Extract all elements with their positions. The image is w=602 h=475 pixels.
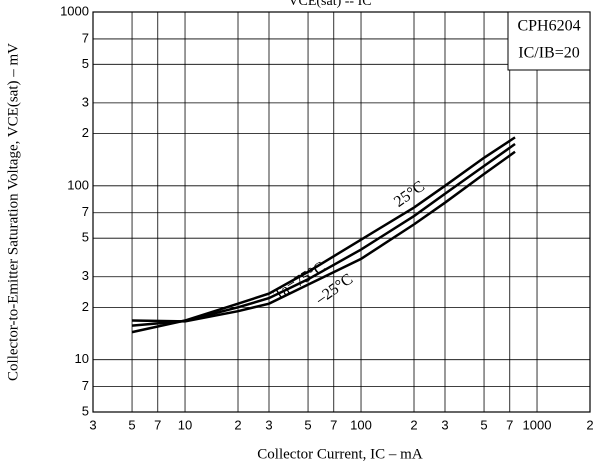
y-tick-label: 7 [82,30,89,45]
x-tick-label: 5 [304,417,311,432]
y-tick-label: 2 [82,299,89,314]
y-axis-label: Collector-to-Emitter Saturation Voltage,… [5,43,21,381]
x-axis-label: Collector Current, IC – mA [257,446,423,462]
x-tick-label: 2 [586,417,593,432]
plot-frame [92,11,591,413]
y-tick-label: 2 [82,125,89,140]
x-tick-label: 2 [410,417,417,432]
y-tick-label: 7 [82,378,89,393]
y-tick-label: 3 [82,94,89,109]
y-tick-label: 7 [82,204,89,219]
y-tick-label: 5 [82,403,89,418]
x-tick-label: 5 [480,417,487,432]
x-tick-label: 3 [441,417,448,432]
chart-title: VCE(sat) -- IC [288,0,371,9]
x-tick-label: 7 [154,417,161,432]
series-label: 25°C [391,178,428,211]
y-tick-label: 1000 [60,3,89,18]
annotation: IC/IB=20 [518,45,579,62]
x-tick-label: 7 [330,417,337,432]
x-tick-label: 7 [506,417,513,432]
y-tick-label: 5 [82,56,89,71]
x-tick-label: 100 [350,417,372,432]
y-tick-label: 10 [75,351,89,366]
legend-box [507,11,591,71]
y-tick-label: 5 [82,230,89,245]
series-line [132,150,516,323]
series-line [131,142,516,327]
x-tick-label: 5 [128,417,135,432]
y-tick-label: 3 [82,268,89,283]
x-tick-label: 1000 [523,417,552,432]
x-tick-label: 2 [234,417,241,432]
annotation: CPH6204 [517,18,580,35]
y-tick-label: 100 [67,177,89,192]
x-tick-label: 3 [265,417,272,432]
x-tick-label: 3 [89,417,96,432]
series-line [131,136,516,334]
x-tick-label: 10 [178,417,192,432]
